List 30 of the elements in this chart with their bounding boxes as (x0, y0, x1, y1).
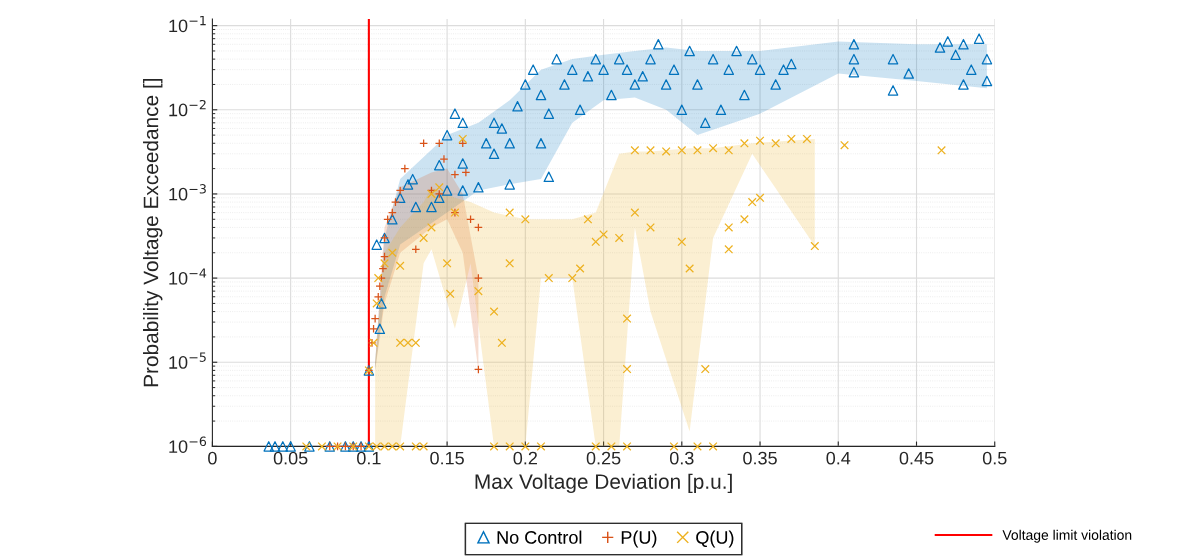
x-tick-label: 0.1 (357, 451, 381, 465)
x-tick-label: 0.45 (899, 451, 934, 465)
legend-label: No Control (497, 530, 582, 544)
x-tick-label: 0.35 (743, 451, 777, 465)
point (391, 197, 400, 207)
x-tick-label: 0.3 (669, 451, 694, 465)
point (473, 273, 483, 283)
point (461, 168, 471, 177)
x-tick-label: 0.5 (982, 451, 1007, 465)
x-tick-label: 0.05 (273, 451, 308, 465)
y-tick-label: 10$^{−2}$ (169, 99, 206, 117)
x-tick-label: 0 (208, 451, 217, 465)
x-tick-label: 0.25 (586, 451, 621, 465)
point (378, 264, 388, 273)
y-tick-label: 10$^{−5}$ (169, 352, 206, 369)
legend-label: Q(U) (696, 530, 734, 548)
y-tick-label: 10$^{−6}$ (169, 436, 207, 453)
point (434, 189, 444, 199)
point (439, 154, 449, 164)
point (450, 170, 460, 179)
legend-label: Voltage limit violation (1002, 529, 1132, 543)
x-tick-label: 0.2 (513, 451, 537, 465)
y-tick-label: 10$^{−3}$ (169, 184, 206, 201)
y-axis-title: Probability Voltage Exceedance [] (143, 78, 163, 387)
x-tick-label: 0.15 (430, 451, 464, 465)
y-tick-label: 10$^{−1}$ (169, 15, 206, 33)
x-axis-title: Max Voltage Deviation [p.u.] (475, 473, 732, 494)
y-tick-label: 10$^{−4}$ (169, 268, 207, 285)
x-tick-label: 0.4 (826, 451, 851, 465)
legend-label: P(U) (621, 530, 657, 548)
